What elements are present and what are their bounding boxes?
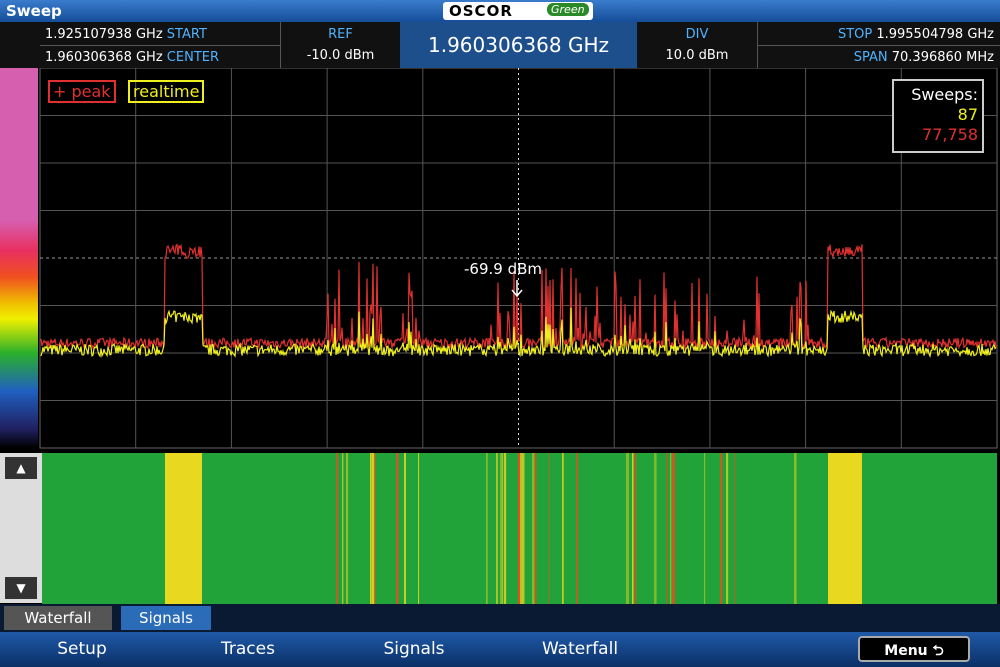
waterfall-stripe [794, 453, 797, 604]
logo-edition: Green [547, 3, 589, 16]
menu-bar: Setup Traces Signals Waterfall Menu ⮌ [0, 632, 1000, 667]
realtime-trace [40, 307, 997, 358]
div-value: 10.0 dBm [665, 48, 729, 63]
stop-label: STOP [837, 27, 873, 42]
start-center-cell: 1.925107938 GHz START 1.960306368 GHz CE… [40, 22, 281, 68]
waterfall-stripe [502, 453, 504, 604]
menu-button[interactable]: Menu ⮌ [858, 636, 970, 662]
waterfall-stripe [372, 453, 375, 604]
waterfall-stripe [532, 453, 535, 604]
title-bar: Sweep OSCOR Green [0, 0, 1000, 22]
waterfall-stripe [370, 453, 372, 604]
tab-bar: Waterfall Signals [0, 604, 1000, 632]
tab[interactable]: Waterfall [4, 606, 112, 630]
center: 1.960306368 GHz CENTER [45, 50, 219, 65]
waterfall-stripe [670, 453, 672, 604]
waterfall-stripe [500, 453, 503, 604]
waterfall-stripe [720, 453, 723, 604]
marker-arrow [511, 280, 523, 298]
center-label: CENTER [166, 50, 219, 65]
start-value: 1.925107938 GHz [45, 27, 163, 42]
waterfall [42, 453, 997, 604]
waterfall-stripe [374, 453, 376, 604]
waterfall-stripe [486, 453, 488, 604]
waterfall-stripe [534, 453, 537, 604]
sweeps-label: Sweeps: [911, 85, 978, 104]
menu-item[interactable]: Setup [57, 639, 107, 659]
waterfall-stripe [522, 453, 525, 604]
menu-item[interactable]: Signals [383, 639, 445, 659]
waterfall-band [828, 453, 862, 604]
tab[interactable]: Signals [121, 606, 211, 630]
divider [40, 45, 280, 46]
stop: STOP 1.995504798 GHz [838, 27, 994, 42]
waterfall-stripe [504, 453, 507, 604]
scroll-up[interactable]: ▲ [5, 457, 37, 479]
waterfall-stripe [666, 453, 668, 604]
color-scale [0, 68, 38, 448]
div-label: DIV [685, 27, 709, 42]
div-cell: DIV 10.0 dBm [637, 22, 758, 68]
start: 1.925107938 GHz START [45, 27, 207, 42]
waterfall-stripe [704, 453, 706, 604]
legend-realtime: realtime [128, 80, 205, 103]
menu-item[interactable]: Traces [221, 639, 275, 659]
waterfall-stripe [548, 453, 550, 604]
divider [758, 45, 1000, 46]
scroll-down[interactable]: ▼ [5, 577, 37, 599]
logo-brand: OSCOR [449, 2, 513, 20]
waterfall-stripe [632, 453, 634, 604]
span: SPAN 70.396860 MHz [854, 50, 994, 65]
spectrum-plot [39, 68, 998, 449]
logo: OSCOR Green [443, 2, 593, 20]
sweeps-box: Sweeps: 87 77,758 [892, 79, 984, 153]
sweeps-peak: 77,758 [922, 125, 978, 144]
ref-value: -10.0 dBm [306, 48, 375, 63]
waterfall-stripe [404, 453, 406, 604]
center-frequency: 1.960306368 GHz [400, 22, 637, 68]
marker-label: -69.9 dBm [464, 260, 543, 278]
stop-value: 1.995504798 GHz [876, 27, 994, 42]
start-label: START [166, 27, 207, 42]
sweeps-realtime: 87 [957, 105, 978, 124]
stop-span-cell: STOP 1.995504798 GHz SPAN 70.396860 MHz [758, 22, 1000, 68]
waterfall-stripe [346, 453, 349, 604]
waterfall-stripe [496, 453, 498, 604]
ref-label: REF [328, 27, 353, 42]
waterfall-stripe [520, 453, 523, 604]
waterfall-stripe [336, 453, 339, 604]
scrollbar: ▲ ▼ [0, 453, 42, 603]
waterfall-stripe [396, 453, 399, 604]
menu-button-label: Menu [884, 643, 928, 659]
waterfall-stripe [654, 453, 657, 604]
waterfall-stripe [518, 453, 521, 604]
span-value: 70.396860 MHz [891, 50, 994, 65]
waterfall-stripe [342, 453, 344, 604]
waterfall-stripe [734, 453, 736, 604]
waterfall-stripe [634, 453, 637, 604]
menu-item[interactable]: Waterfall [541, 639, 619, 659]
peak-trace [40, 243, 997, 350]
span-label: SPAN [853, 50, 888, 65]
header: 1.925107938 GHz START 1.960306368 GHz CE… [0, 22, 1000, 68]
waterfall-stripe [626, 453, 629, 604]
waterfall-stripe [576, 453, 579, 604]
waterfall-stripe [418, 453, 420, 604]
waterfall-stripe [562, 453, 564, 604]
legend-peak: + peak [48, 80, 116, 103]
waterfall-band [165, 453, 202, 604]
waterfall-stripe [672, 453, 675, 604]
center-value: 1.960306368 GHz [45, 50, 163, 65]
window-title: Sweep [6, 2, 62, 20]
ref-cell: REF -10.0 dBm [281, 22, 400, 68]
waterfall-stripe [726, 453, 729, 604]
